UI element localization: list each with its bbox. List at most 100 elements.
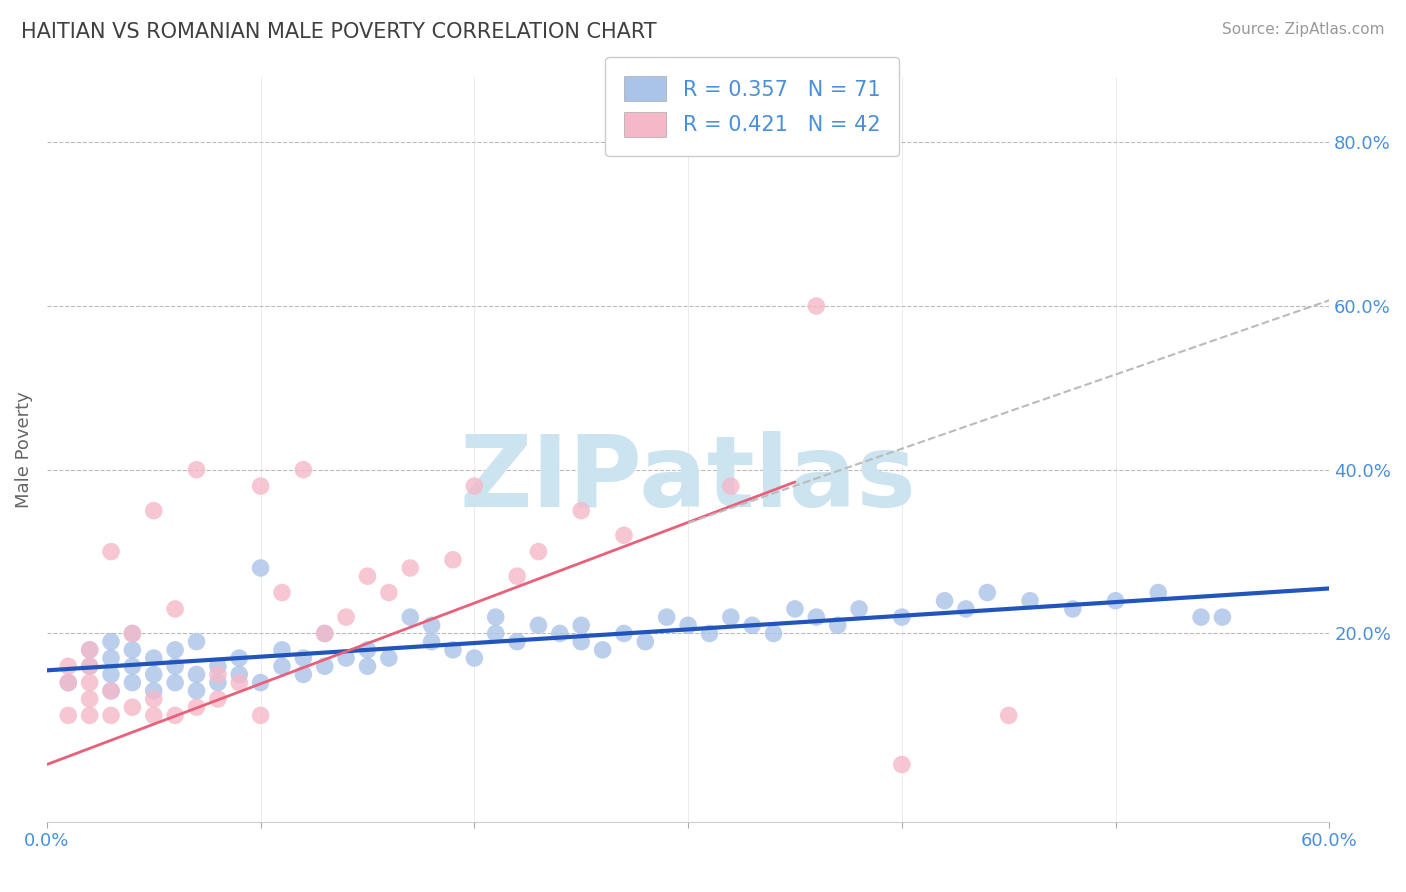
Point <box>356 569 378 583</box>
Point <box>142 683 165 698</box>
Point <box>121 626 143 640</box>
Point <box>976 585 998 599</box>
Point <box>165 643 187 657</box>
Point <box>613 528 636 542</box>
Point <box>934 593 956 607</box>
Point <box>720 610 742 624</box>
Point <box>463 651 485 665</box>
Point <box>100 667 122 681</box>
Point <box>335 651 357 665</box>
Point <box>271 585 294 599</box>
Point <box>399 610 422 624</box>
Point <box>378 651 401 665</box>
Point <box>548 626 571 640</box>
Point <box>806 610 828 624</box>
Point <box>186 634 208 648</box>
Point <box>186 700 208 714</box>
Point <box>592 643 614 657</box>
Point <box>827 618 849 632</box>
Point <box>142 692 165 706</box>
Point <box>100 708 122 723</box>
Point <box>100 651 122 665</box>
Point <box>314 659 336 673</box>
Point <box>676 618 699 632</box>
Point <box>420 634 443 648</box>
Point <box>1147 585 1170 599</box>
Point <box>100 683 122 698</box>
Point <box>165 708 187 723</box>
Point <box>79 659 101 673</box>
Point <box>121 643 143 657</box>
Point <box>249 708 271 723</box>
Point <box>356 659 378 673</box>
Point <box>207 659 229 673</box>
Point <box>165 675 187 690</box>
Point <box>1062 602 1084 616</box>
Point <box>335 610 357 624</box>
Point <box>121 626 143 640</box>
Point <box>463 479 485 493</box>
Point <box>569 618 592 632</box>
Point <box>100 544 122 558</box>
Point <box>569 634 592 648</box>
Point <box>271 643 294 657</box>
Text: Source: ZipAtlas.com: Source: ZipAtlas.com <box>1222 22 1385 37</box>
Point <box>485 610 508 624</box>
Point <box>741 618 763 632</box>
Point <box>79 675 101 690</box>
Point <box>506 569 529 583</box>
Point <box>890 757 912 772</box>
Point <box>806 299 828 313</box>
Point <box>292 667 315 681</box>
Point <box>485 626 508 640</box>
Point <box>783 602 806 616</box>
Point <box>762 626 785 640</box>
Point <box>314 626 336 640</box>
Point <box>121 700 143 714</box>
Point <box>1104 593 1126 607</box>
Point <box>165 602 187 616</box>
Point <box>249 561 271 575</box>
Legend: R = 0.357   N = 71, R = 0.421   N = 42: R = 0.357 N = 71, R = 0.421 N = 42 <box>606 57 898 156</box>
Point <box>292 651 315 665</box>
Point <box>655 610 678 624</box>
Point <box>356 643 378 657</box>
Point <box>228 675 250 690</box>
Point <box>527 544 550 558</box>
Point <box>100 634 122 648</box>
Point <box>58 708 80 723</box>
Point <box>720 479 742 493</box>
Point <box>228 667 250 681</box>
Point <box>228 651 250 665</box>
Point <box>79 708 101 723</box>
Point <box>100 683 122 698</box>
Point <box>420 618 443 632</box>
Point <box>142 708 165 723</box>
Point <box>207 692 229 706</box>
Point <box>506 634 529 648</box>
Point <box>569 503 592 517</box>
Point <box>1211 610 1233 624</box>
Point <box>955 602 977 616</box>
Point <box>314 626 336 640</box>
Point <box>186 463 208 477</box>
Point <box>441 643 464 657</box>
Point <box>441 553 464 567</box>
Point <box>186 667 208 681</box>
Point <box>207 667 229 681</box>
Point <box>271 659 294 673</box>
Point <box>58 659 80 673</box>
Point <box>378 585 401 599</box>
Point <box>142 503 165 517</box>
Point <box>634 634 657 648</box>
Point <box>249 675 271 690</box>
Text: HAITIAN VS ROMANIAN MALE POVERTY CORRELATION CHART: HAITIAN VS ROMANIAN MALE POVERTY CORRELA… <box>21 22 657 42</box>
Point <box>165 659 187 673</box>
Point <box>121 675 143 690</box>
Point <box>121 659 143 673</box>
Point <box>997 708 1019 723</box>
Point <box>1189 610 1212 624</box>
Point <box>58 675 80 690</box>
Point <box>142 651 165 665</box>
Point <box>79 643 101 657</box>
